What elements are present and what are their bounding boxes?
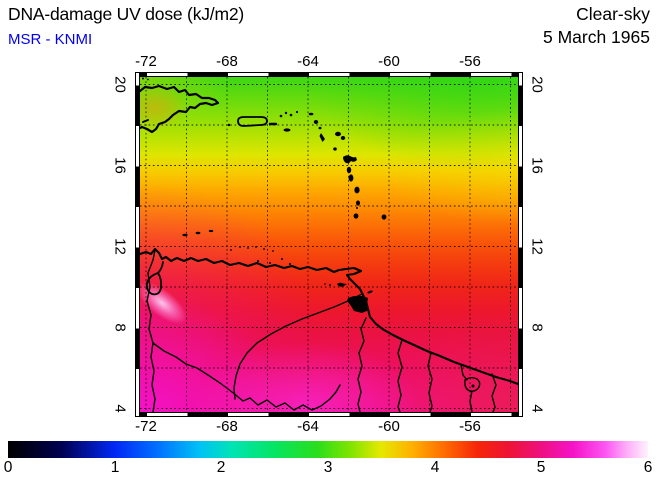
uv-dose-field xyxy=(140,77,518,412)
lat-tick-left-0: 20 xyxy=(111,76,129,93)
graticule xyxy=(140,77,518,412)
borders-rivers xyxy=(146,249,497,412)
lon-tick-bottom-4: -56 xyxy=(459,418,481,435)
lon-tick-bottom-1: -68 xyxy=(216,418,238,435)
frame-right xyxy=(518,72,523,417)
lon-tick-top-0: -72 xyxy=(135,53,157,70)
lat-tick-right-3: 8 xyxy=(528,323,546,332)
lon-tick-top-2: -64 xyxy=(297,53,319,70)
lat-tick-right-2: 12 xyxy=(528,238,546,255)
lon-tick-top-4: -56 xyxy=(459,53,481,70)
colorbar-tick-3: 3 xyxy=(323,459,333,476)
colorbar xyxy=(8,441,648,458)
lon-tick-top-3: -60 xyxy=(378,53,400,70)
coastline-svg xyxy=(140,77,518,412)
frame-bottom xyxy=(139,412,519,417)
south-america-coast xyxy=(140,247,518,386)
colorbar-tick-5: 5 xyxy=(536,459,546,476)
date-label: 5 March 1965 xyxy=(542,27,650,47)
lake-maracaibo xyxy=(145,261,164,296)
coastlines xyxy=(140,84,518,412)
lon-tick-bottom-2: -64 xyxy=(297,418,319,435)
lon-tick-bottom-3: -60 xyxy=(378,418,400,435)
colorbar-tick-1: 1 xyxy=(110,459,120,476)
lat-tick-left-3: 8 xyxy=(111,323,129,332)
lat-tick-left-1: 16 xyxy=(111,157,129,174)
puerto-rico-coast xyxy=(237,116,268,127)
frame-left xyxy=(135,72,140,417)
lon-tick-bottom-0: -72 xyxy=(135,418,157,435)
small-islands xyxy=(142,77,475,388)
colorbar-tick-6: 6 xyxy=(643,459,653,476)
colorbar-tick-0: 0 xyxy=(3,459,13,476)
lat-tick-right-1: 16 xyxy=(528,157,546,174)
margarita xyxy=(337,282,347,287)
source-label: MSR - KNMI xyxy=(8,31,93,48)
tobago xyxy=(367,290,373,294)
lon-tick-top-1: -68 xyxy=(216,53,238,70)
lat-tick-right-0: 20 xyxy=(528,76,546,93)
trinidad xyxy=(347,296,369,313)
map-area xyxy=(135,72,523,417)
figure-title: DNA-damage UV dose (kJ/m2) xyxy=(8,4,244,24)
hispaniola-coast xyxy=(140,84,220,134)
lat-tick-left-4: 4 xyxy=(111,404,129,413)
condition-label: Clear-sky xyxy=(576,4,650,24)
colorbar-tick-4: 4 xyxy=(430,459,440,476)
lat-tick-right-4: 4 xyxy=(528,404,546,413)
frame-top xyxy=(139,72,519,77)
lat-tick-left-2: 12 xyxy=(111,238,129,255)
colorbar-tick-2: 2 xyxy=(216,459,226,476)
